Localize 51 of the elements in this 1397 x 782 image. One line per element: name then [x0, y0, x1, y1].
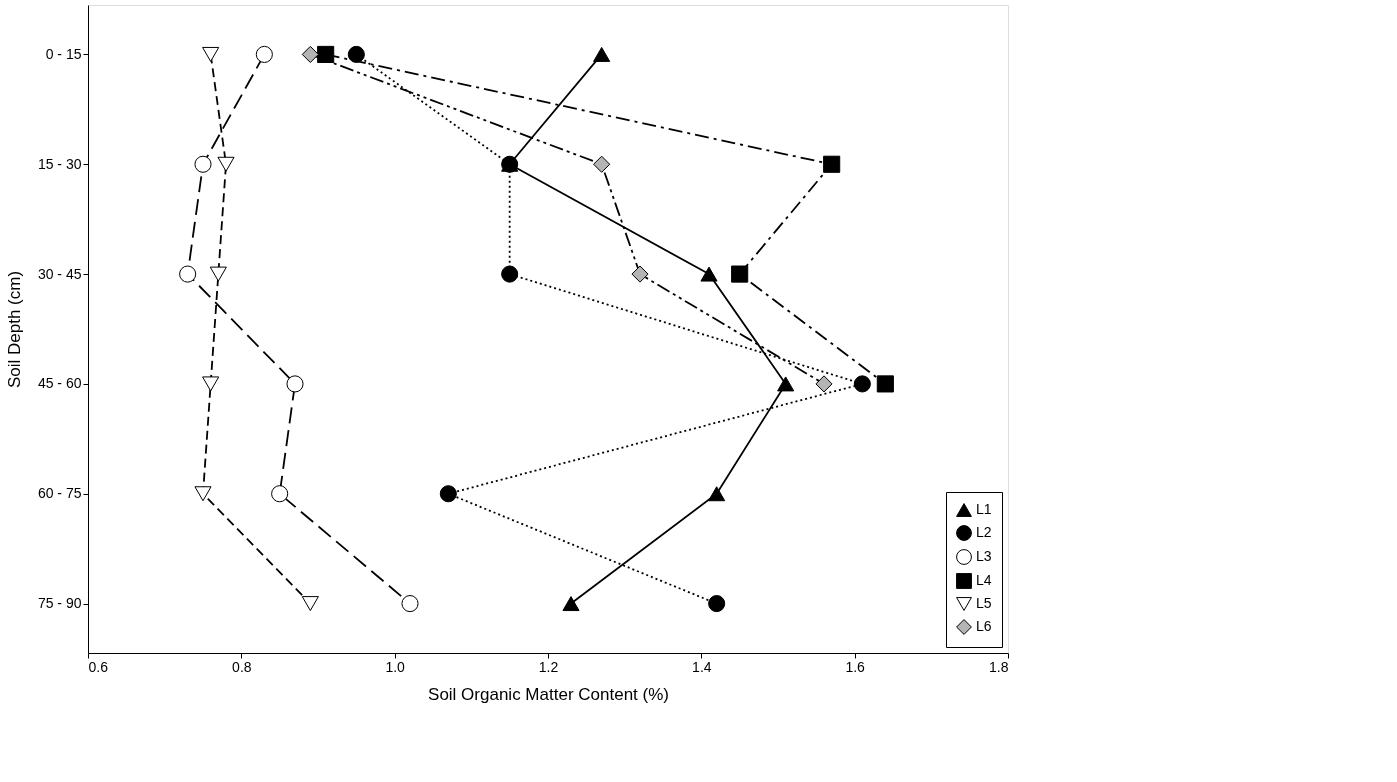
point	[708, 486, 726, 502]
point	[317, 45, 335, 63]
point	[209, 266, 227, 282]
legend-label: L3	[976, 548, 992, 564]
x-tick-label: 1.0	[385, 658, 406, 675]
x-tick-label: 0.8	[232, 658, 252, 675]
x-tick-label: 0.6	[88, 658, 109, 675]
legend-label: L2	[976, 524, 992, 540]
y-axis-title: Soil Depth (cm)	[4, 270, 24, 389]
x-tick-label: 1.4	[692, 658, 712, 675]
point	[301, 45, 319, 63]
point	[708, 595, 726, 613]
legend-label: L1	[976, 501, 992, 517]
point	[217, 156, 235, 172]
point	[731, 265, 749, 283]
point	[853, 375, 871, 393]
point	[777, 376, 795, 392]
point	[255, 45, 273, 63]
x-tick-label: 1.2	[538, 658, 559, 675]
point	[815, 375, 833, 393]
y-tick-label: 15 - 30	[37, 155, 82, 172]
point	[593, 46, 611, 62]
point	[439, 485, 457, 503]
point	[271, 485, 289, 503]
y-tick-label: 0 - 15	[45, 45, 82, 62]
y-tick-label: 60 - 75	[37, 485, 82, 502]
legend-label: L4	[976, 572, 992, 588]
point	[202, 46, 220, 62]
point	[823, 155, 841, 173]
x-tick-label: 1.6	[845, 658, 866, 675]
point	[301, 596, 319, 612]
y-tick-label: 45 - 60	[37, 375, 82, 392]
point	[194, 155, 212, 173]
point	[631, 265, 649, 283]
x-axis-title: Soil Organic Matter Content (%)	[428, 684, 669, 704]
y-tick-label: 75 - 90	[37, 595, 82, 612]
y-tick-label: 30 - 45	[37, 265, 82, 282]
point	[401, 595, 419, 613]
point	[593, 155, 611, 173]
point	[179, 265, 197, 283]
point	[562, 596, 580, 612]
point	[286, 375, 304, 393]
point	[202, 376, 220, 392]
point	[700, 266, 718, 282]
point	[876, 375, 894, 393]
legend-label: L5	[976, 595, 992, 611]
x-tick-label: 1.8	[989, 658, 1009, 675]
legend-label: L6	[976, 618, 992, 634]
point	[347, 45, 365, 63]
point	[501, 265, 519, 283]
point	[194, 486, 212, 502]
